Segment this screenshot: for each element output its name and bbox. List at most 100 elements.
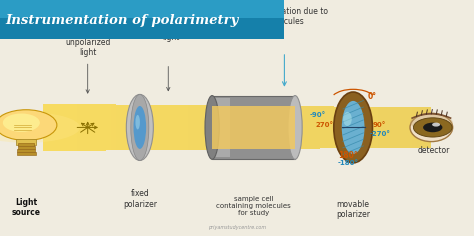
FancyBboxPatch shape bbox=[145, 105, 150, 150]
Text: 180°: 180° bbox=[338, 151, 358, 160]
Ellipse shape bbox=[131, 94, 149, 160]
FancyBboxPatch shape bbox=[319, 106, 325, 148]
FancyBboxPatch shape bbox=[169, 105, 174, 150]
FancyBboxPatch shape bbox=[228, 105, 232, 149]
FancyBboxPatch shape bbox=[116, 105, 120, 150]
FancyBboxPatch shape bbox=[150, 105, 155, 150]
FancyBboxPatch shape bbox=[53, 104, 57, 151]
FancyBboxPatch shape bbox=[155, 105, 159, 150]
FancyBboxPatch shape bbox=[17, 152, 36, 155]
FancyBboxPatch shape bbox=[422, 107, 427, 148]
FancyBboxPatch shape bbox=[256, 106, 261, 149]
FancyBboxPatch shape bbox=[373, 107, 378, 148]
Ellipse shape bbox=[410, 114, 453, 131]
FancyBboxPatch shape bbox=[397, 107, 402, 148]
FancyBboxPatch shape bbox=[364, 107, 368, 148]
FancyBboxPatch shape bbox=[252, 106, 256, 149]
FancyBboxPatch shape bbox=[77, 104, 82, 151]
Ellipse shape bbox=[334, 92, 373, 163]
Text: 270°: 270° bbox=[316, 122, 334, 128]
FancyBboxPatch shape bbox=[67, 104, 72, 151]
Text: -90°: -90° bbox=[310, 112, 326, 118]
Ellipse shape bbox=[136, 115, 140, 129]
FancyBboxPatch shape bbox=[407, 107, 412, 148]
FancyBboxPatch shape bbox=[164, 105, 169, 150]
FancyBboxPatch shape bbox=[120, 105, 125, 150]
Ellipse shape bbox=[288, 96, 302, 159]
FancyBboxPatch shape bbox=[62, 104, 67, 151]
Circle shape bbox=[423, 123, 442, 132]
FancyBboxPatch shape bbox=[179, 105, 183, 150]
Text: unpolarized
light: unpolarized light bbox=[65, 38, 110, 57]
FancyBboxPatch shape bbox=[212, 106, 295, 149]
Text: Linearly
polarized
light: Linearly polarized light bbox=[153, 12, 189, 42]
Text: movable
polarizer: movable polarizer bbox=[336, 200, 370, 219]
FancyBboxPatch shape bbox=[300, 106, 305, 149]
Text: 90°: 90° bbox=[373, 122, 386, 128]
FancyBboxPatch shape bbox=[354, 107, 358, 148]
Circle shape bbox=[3, 114, 40, 132]
FancyBboxPatch shape bbox=[329, 106, 334, 148]
FancyBboxPatch shape bbox=[315, 106, 319, 148]
FancyBboxPatch shape bbox=[0, 0, 284, 39]
FancyBboxPatch shape bbox=[82, 104, 86, 151]
FancyBboxPatch shape bbox=[212, 96, 295, 159]
Text: priyamstudycentre.com: priyamstudycentre.com bbox=[208, 225, 266, 230]
FancyBboxPatch shape bbox=[276, 106, 281, 149]
FancyBboxPatch shape bbox=[402, 107, 407, 148]
Text: -270°: -270° bbox=[369, 131, 390, 137]
FancyBboxPatch shape bbox=[325, 106, 329, 148]
FancyBboxPatch shape bbox=[261, 106, 266, 149]
FancyBboxPatch shape bbox=[271, 106, 276, 149]
Ellipse shape bbox=[205, 96, 219, 159]
Circle shape bbox=[0, 110, 57, 140]
FancyBboxPatch shape bbox=[159, 105, 164, 150]
FancyBboxPatch shape bbox=[135, 105, 140, 150]
FancyBboxPatch shape bbox=[111, 105, 116, 150]
FancyBboxPatch shape bbox=[281, 106, 286, 149]
Circle shape bbox=[413, 118, 452, 137]
Text: Light
source: Light source bbox=[11, 198, 41, 217]
FancyBboxPatch shape bbox=[72, 104, 77, 151]
FancyBboxPatch shape bbox=[86, 104, 91, 151]
FancyBboxPatch shape bbox=[266, 106, 271, 149]
FancyBboxPatch shape bbox=[349, 107, 354, 148]
Text: sample cell
containing molecules
for study: sample cell containing molecules for stu… bbox=[216, 196, 291, 216]
FancyBboxPatch shape bbox=[174, 105, 179, 150]
Ellipse shape bbox=[126, 94, 153, 160]
FancyBboxPatch shape bbox=[16, 139, 36, 145]
FancyBboxPatch shape bbox=[106, 104, 111, 151]
FancyBboxPatch shape bbox=[222, 105, 228, 149]
FancyBboxPatch shape bbox=[218, 105, 222, 149]
Text: -180°: -180° bbox=[338, 160, 359, 166]
Text: 0°: 0° bbox=[368, 92, 376, 101]
FancyBboxPatch shape bbox=[417, 107, 422, 148]
FancyBboxPatch shape bbox=[368, 107, 373, 148]
FancyBboxPatch shape bbox=[47, 104, 53, 151]
FancyBboxPatch shape bbox=[247, 106, 252, 149]
Text: Optical rotation due to
molecules: Optical rotation due to molecules bbox=[241, 7, 328, 26]
FancyBboxPatch shape bbox=[193, 105, 198, 150]
FancyBboxPatch shape bbox=[427, 107, 431, 148]
FancyBboxPatch shape bbox=[412, 107, 417, 148]
Ellipse shape bbox=[0, 112, 80, 143]
Ellipse shape bbox=[342, 101, 365, 154]
FancyBboxPatch shape bbox=[0, 0, 284, 17]
FancyBboxPatch shape bbox=[198, 105, 203, 150]
FancyBboxPatch shape bbox=[291, 106, 295, 149]
FancyBboxPatch shape bbox=[392, 107, 397, 148]
Ellipse shape bbox=[134, 106, 146, 149]
FancyBboxPatch shape bbox=[91, 104, 96, 151]
FancyBboxPatch shape bbox=[140, 105, 145, 150]
FancyBboxPatch shape bbox=[57, 104, 62, 151]
FancyBboxPatch shape bbox=[310, 106, 315, 149]
FancyBboxPatch shape bbox=[232, 105, 237, 149]
FancyBboxPatch shape bbox=[242, 106, 247, 149]
Ellipse shape bbox=[343, 112, 352, 126]
Circle shape bbox=[432, 123, 440, 126]
FancyBboxPatch shape bbox=[339, 107, 344, 148]
Text: fixed
polarizer: fixed polarizer bbox=[123, 190, 157, 209]
FancyBboxPatch shape bbox=[215, 98, 230, 157]
FancyBboxPatch shape bbox=[378, 107, 383, 148]
FancyBboxPatch shape bbox=[125, 105, 130, 150]
